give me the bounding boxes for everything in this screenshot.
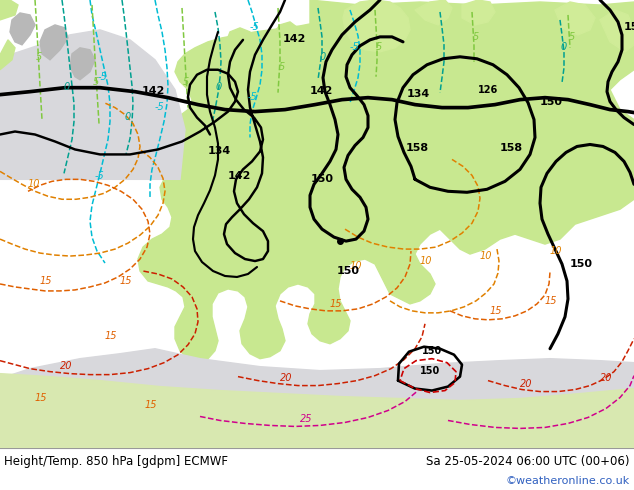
Text: 126: 126: [478, 85, 498, 95]
Text: 15: 15: [545, 296, 557, 306]
Polygon shape: [10, 13, 35, 45]
Text: Height/Temp. 850 hPa [gdpm] ECMWF: Height/Temp. 850 hPa [gdpm] ECMWF: [4, 455, 228, 468]
Text: 142: 142: [228, 172, 251, 181]
Polygon shape: [415, 0, 452, 25]
Polygon shape: [555, 2, 595, 35]
Text: 5: 5: [183, 77, 190, 87]
Text: 25: 25: [300, 415, 313, 424]
Text: 10: 10: [28, 179, 41, 189]
Text: -5: -5: [98, 72, 108, 82]
Text: 20: 20: [520, 379, 533, 389]
Text: 10: 10: [550, 246, 562, 256]
Text: 142: 142: [283, 34, 306, 44]
Text: -5: -5: [250, 22, 260, 32]
Text: 15: 15: [145, 400, 157, 411]
Polygon shape: [600, 10, 634, 52]
Polygon shape: [270, 88, 310, 140]
Text: 150: 150: [540, 97, 563, 107]
Text: Sa 25-05-2024 06:00 UTC (00+06): Sa 25-05-2024 06:00 UTC (00+06): [427, 455, 630, 468]
Polygon shape: [0, 0, 18, 20]
Polygon shape: [0, 40, 15, 70]
Text: 0: 0: [561, 42, 567, 52]
Text: -5: -5: [155, 101, 165, 112]
Polygon shape: [70, 48, 95, 80]
Polygon shape: [0, 374, 634, 448]
Polygon shape: [343, 0, 410, 52]
Text: 15: 15: [330, 299, 342, 309]
Text: 15: 15: [35, 392, 48, 402]
Text: 158: 158: [406, 144, 429, 153]
Text: 142: 142: [310, 86, 333, 96]
Text: 15: 15: [105, 331, 117, 341]
Text: 150: 150: [420, 366, 440, 376]
Text: 15: 15: [40, 276, 53, 286]
Text: 5: 5: [93, 77, 100, 87]
Text: 15: 15: [120, 276, 133, 286]
Polygon shape: [0, 30, 185, 179]
Text: 5: 5: [376, 42, 382, 52]
Text: -5: -5: [95, 172, 105, 181]
Text: -5: -5: [248, 92, 258, 101]
Text: 20: 20: [280, 372, 292, 383]
Text: 0: 0: [64, 82, 70, 92]
Polygon shape: [40, 25, 68, 60]
Text: 5: 5: [473, 32, 479, 42]
Text: 150: 150: [570, 259, 593, 269]
Polygon shape: [270, 22, 302, 68]
Text: 10: 10: [350, 261, 363, 271]
Text: 5: 5: [36, 52, 42, 62]
Text: 158: 158: [500, 144, 523, 153]
Text: 10: 10: [480, 251, 493, 261]
Text: 150: 150: [624, 22, 634, 32]
Text: 0: 0: [125, 112, 131, 122]
Text: 5: 5: [279, 62, 285, 72]
Text: 10: 10: [420, 256, 432, 266]
Text: 20: 20: [60, 361, 72, 370]
Polygon shape: [0, 349, 634, 448]
Polygon shape: [138, 0, 634, 362]
Polygon shape: [462, 0, 495, 25]
Text: 134: 134: [208, 147, 231, 156]
Text: 0: 0: [216, 82, 223, 92]
Text: ©weatheronline.co.uk: ©weatheronline.co.uk: [506, 475, 630, 486]
Text: 142: 142: [142, 86, 165, 96]
Text: 150: 150: [337, 266, 359, 276]
Text: 150: 150: [422, 346, 443, 356]
Text: 15: 15: [490, 306, 503, 316]
Text: -5: -5: [350, 42, 359, 52]
Text: 150: 150: [311, 174, 333, 184]
Text: 5: 5: [569, 32, 575, 42]
Text: 20: 20: [600, 372, 612, 383]
Text: 0: 0: [320, 52, 327, 62]
Polygon shape: [225, 28, 255, 65]
Text: 134: 134: [407, 89, 430, 98]
